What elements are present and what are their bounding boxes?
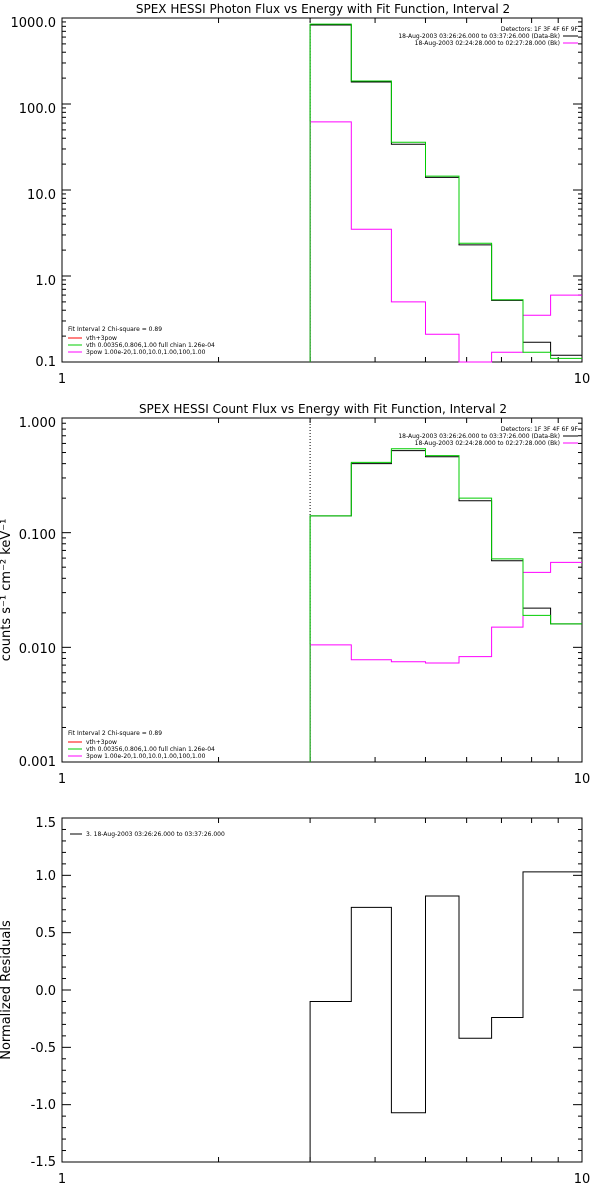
- x-tick-label: 10: [574, 1172, 591, 1187]
- fit-summary: Fit Interval 2 Chi-square = 0.89: [68, 326, 162, 333]
- info-legend: Detectors: 1F 3F 4F 6F 9F 18-Aug-2003 03…: [398, 426, 578, 447]
- y-tick-label: -0.5: [31, 1041, 56, 1056]
- y-tick-label: 0.0: [35, 984, 56, 999]
- plot-frame: [61, 817, 583, 1163]
- info-legend: Detectors: 1F 3F 4F 6F 9F 18-Aug-2003 03…: [398, 26, 578, 47]
- y-tick-label: 1.0: [35, 274, 56, 289]
- series-residual-line: [309, 871, 582, 1162]
- y-tick-label: -1.0: [31, 1098, 56, 1113]
- series-model-line: [309, 561, 582, 762]
- detectors-label: Detectors: 1F 3F 4F 6F 9F: [501, 26, 579, 33]
- legend-entry-data: 18-Aug-2003 03:26:26.000 to 03:37:26.000…: [398, 33, 560, 40]
- panel-count-flux: SPEX HESSI Count Flux vs Energy with Fit…: [0, 402, 590, 787]
- y-tick-label: 1.0: [35, 869, 56, 884]
- legend-entry-vth: vth 0.00356,0.806,1.00 full chian 1.26e-…: [86, 746, 215, 753]
- chart-title: SPEX HESSI Photon Flux vs Energy with Fi…: [136, 2, 510, 16]
- axis-ticks: [62, 17, 582, 363]
- y-axis-label: Normalized Residuals: [0, 920, 14, 1060]
- x-tick-label: 10: [574, 772, 591, 787]
- y-tick-label: 0.010: [19, 642, 56, 657]
- x-tick-label: 1: [58, 1172, 66, 1187]
- series-background-line: [309, 448, 582, 762]
- y-tick-label: 0.5: [35, 926, 56, 941]
- legend-entry-total: vth+3pow: [86, 335, 117, 342]
- y-tick-label: -1.5: [31, 1155, 56, 1170]
- legend-entry-vth: vth 0.00356,0.806,1.00 full chian 1.26e-…: [86, 342, 215, 349]
- legend-entry-residual: 3. 18-Aug-2003 03:26:26.000 to 03:37:26.…: [86, 831, 225, 838]
- fit-legend: Fit Interval 2 Chi-square = 0.89 vth+3po…: [68, 326, 215, 356]
- fit-summary: Fit Interval 2 Chi-square = 0.89: [68, 730, 162, 737]
- legend-entry-total: vth+3pow: [86, 739, 117, 746]
- y-tick-label: 0.1: [35, 355, 56, 370]
- plot-frame: [61, 417, 583, 763]
- y-tick-label: 100.0: [19, 102, 56, 117]
- x-tick-label: 1: [58, 372, 66, 387]
- legend-entry-3pow: 3pow 1.00e-20,1.00,10.0,1.00,100,1.00: [86, 753, 206, 760]
- panel-residuals: Normalized Residuals 1.5 1.0 0.5 0.0 -0.…: [0, 816, 590, 1187]
- plot-frame: [61, 17, 583, 363]
- axis-ticks: [62, 417, 582, 763]
- panel-photon-flux: SPEX HESSI Photon Flux vs Energy with Fi…: [11, 2, 591, 387]
- y-tick-label: 10.0: [27, 188, 56, 203]
- y-axis-label: counts s⁻¹ cm⁻² keV⁻¹: [0, 519, 14, 662]
- x-tick-label: 10: [574, 372, 591, 387]
- y-tick-label: 1.000: [19, 416, 56, 431]
- detectors-label: Detectors: 1F 3F 4F 6F 9F: [501, 426, 579, 433]
- legend-entry-bk: 18-Aug-2003 02:24:28.000 to 02:27:28.000…: [415, 40, 560, 47]
- series-background-line: [309, 23, 582, 362]
- y-tick-label: 1.5: [35, 816, 56, 831]
- series-model-line: [309, 121, 582, 363]
- axis-ticks: [62, 817, 582, 1163]
- y-tick-label: 1000.0: [11, 16, 57, 31]
- legend-entry-data: 18-Aug-2003 03:26:26.000 to 03:37:26.000…: [398, 433, 560, 440]
- residual-legend: 3. 18-Aug-2003 03:26:26.000 to 03:37:26.…: [70, 831, 225, 838]
- chart-title: SPEX HESSI Count Flux vs Energy with Fit…: [139, 402, 507, 416]
- legend-entry-bk: 18-Aug-2003 02:24:28.000 to 02:27:28.000…: [415, 440, 560, 447]
- y-tick-label: 0.001: [19, 755, 56, 770]
- fit-legend: Fit Interval 2 Chi-square = 0.89 vth+3po…: [68, 730, 215, 760]
- y-tick-label: 0.100: [19, 528, 56, 543]
- x-tick-label: 1: [58, 772, 66, 787]
- legend-entry-3pow: 3pow 1.00e-20,1.00,10.0,1.00,100,1.00: [86, 349, 206, 356]
